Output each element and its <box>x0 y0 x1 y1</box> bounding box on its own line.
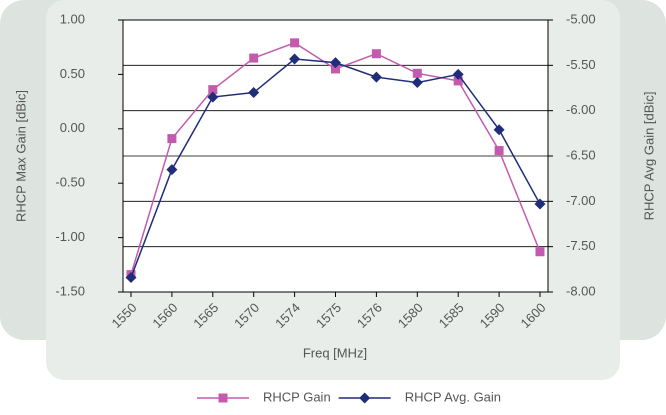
marker <box>166 164 178 176</box>
y-tick-label: -1.50 <box>55 283 85 298</box>
marker <box>412 68 422 78</box>
legend-label: RHCP Avg. Gain <box>405 389 501 404</box>
marker <box>207 91 219 103</box>
legend-label: RHCP Gain <box>263 389 331 404</box>
y2-tick-label: -7.50 <box>566 238 596 253</box>
marker <box>370 71 382 83</box>
marker <box>535 247 545 257</box>
marker <box>289 53 301 65</box>
marker <box>534 198 546 210</box>
marker <box>452 68 464 80</box>
marker <box>371 49 381 59</box>
marker <box>411 77 423 89</box>
marker <box>330 57 341 69</box>
y2-tick-label: -7.00 <box>566 193 596 208</box>
marker <box>208 85 218 95</box>
marker <box>248 87 260 99</box>
marker <box>494 146 504 156</box>
y2-tick-label: -5.50 <box>566 57 596 72</box>
marker <box>167 134 177 144</box>
y-tick-label: -0.50 <box>55 175 85 190</box>
marker <box>249 53 259 63</box>
marker <box>125 271 137 283</box>
marker <box>493 124 505 136</box>
x-axis-title: Freq [MHz] <box>303 345 367 360</box>
y2-tick-label: -5.00 <box>566 11 596 26</box>
y-tick-label: 0.50 <box>60 66 85 81</box>
y2-axis-title: RHCP Avg Gain [dBic] <box>641 92 656 221</box>
marker <box>453 76 463 86</box>
y-axis-title: RHCP Max Gain [dBic] <box>13 90 28 222</box>
marker <box>331 64 340 74</box>
marker <box>218 393 228 403</box>
y-tick-label: 1.00 <box>60 11 85 26</box>
y-tick-label: 0.00 <box>60 120 85 135</box>
y2-tick-label: -6.00 <box>566 102 596 117</box>
marker <box>359 392 371 404</box>
y-tick-label: -1.00 <box>55 229 85 244</box>
marker <box>290 38 300 48</box>
y2-tick-label: -6.50 <box>566 147 596 162</box>
y2-tick-label: -8.00 <box>566 283 596 298</box>
